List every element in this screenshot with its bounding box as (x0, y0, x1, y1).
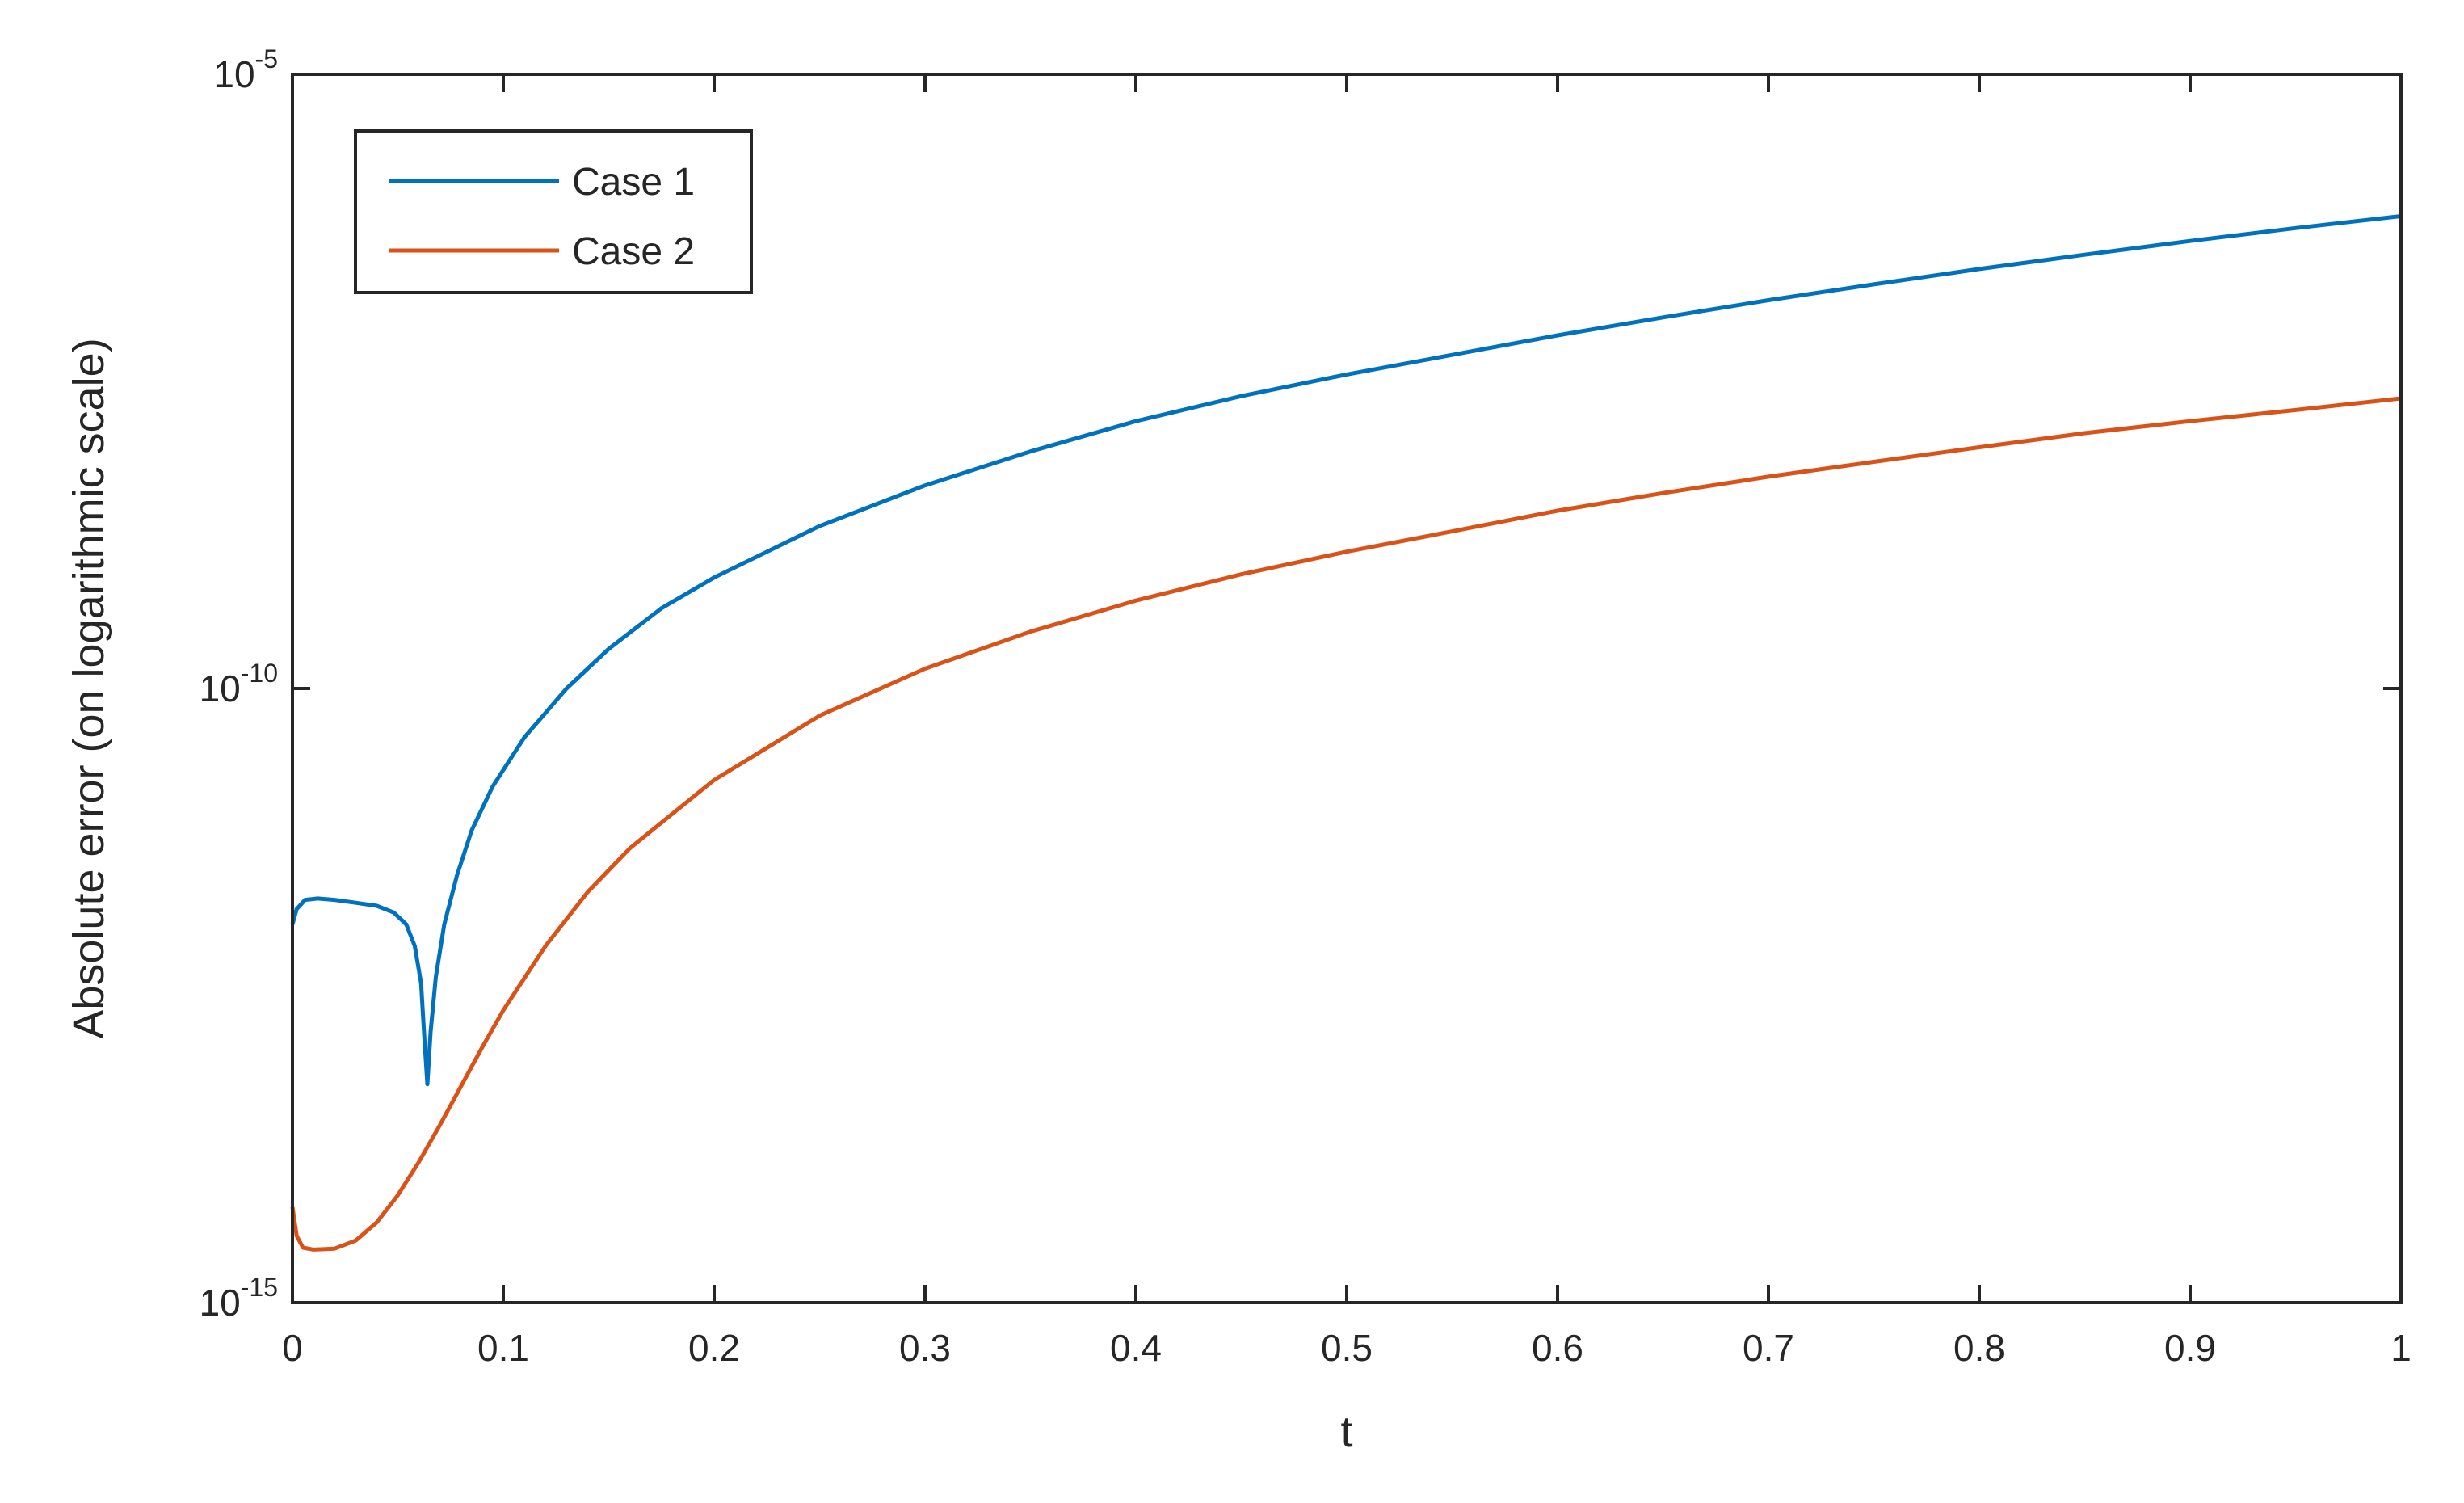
y-tick-label: 10-15 (200, 1273, 278, 1324)
x-tick-label: 0.9 (2164, 1327, 2216, 1369)
y-tick-label: 10-10 (200, 659, 278, 709)
x-tick-label: 0.7 (1743, 1327, 1794, 1369)
series-line-case-1 (290, 214, 2402, 1087)
x-tick-label: 0.8 (1953, 1327, 2005, 1369)
legend-label-case-2: Case 2 (572, 230, 695, 273)
x-axis-label: t (1340, 1408, 1352, 1456)
x-tick-label: 0.1 (477, 1327, 529, 1369)
x-tick-label: 0.5 (1321, 1327, 1373, 1369)
x-tick-label: 0.4 (1110, 1327, 1162, 1369)
legend-label-case-1: Case 1 (572, 161, 695, 204)
y-axis-label: Absolute error (on logarithmic scale) (65, 338, 113, 1038)
x-tick-label: 0.6 (1532, 1327, 1583, 1369)
x-tick-label: 0 (282, 1327, 303, 1369)
x-tick-label: 1 (2390, 1327, 2411, 1369)
x-tick-label: 0.2 (688, 1327, 740, 1369)
x-ticks: 0 0.1 0.2 0.3 0.4 0.5 0.6 0.7 0.8 0.9 1 (282, 74, 2411, 1369)
x-tick-label: 0.3 (899, 1327, 951, 1369)
series-line-case-2 (290, 396, 2402, 1252)
series-layer (290, 214, 2402, 1252)
y-tick-label: 10-5 (213, 44, 278, 95)
legend: Case 1 Case 2 (354, 129, 753, 294)
y-ticks: 10-5 10-10 10-15 (200, 44, 2401, 1324)
legend-box (354, 129, 753, 294)
